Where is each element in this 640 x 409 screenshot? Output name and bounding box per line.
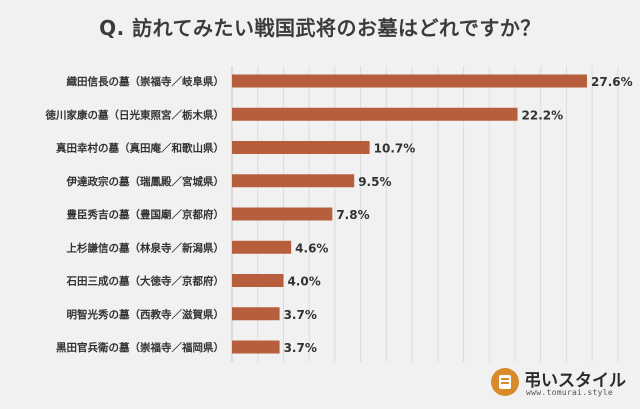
bar (232, 141, 370, 154)
value-label: 4.6% (295, 241, 328, 255)
brand-logo-block: 弔いスタイル www.tomurai.style (490, 365, 630, 401)
lantern-logo-icon (491, 368, 519, 396)
value-label: 9.5% (358, 175, 391, 189)
bar (232, 340, 280, 354)
category-label: 石田三成の墓（大徳寺／京都府） (66, 275, 225, 288)
value-label: 3.7% (284, 308, 317, 322)
bar (232, 107, 518, 121)
category-label: 上杉謙信の墓（林泉寺／新潟県） (67, 241, 225, 254)
value-label: 7.8% (336, 208, 369, 222)
category-label: 伊達政宗の墓（瑞鳳殿／宮城県） (66, 175, 225, 188)
bar (232, 174, 355, 188)
bar (232, 307, 280, 321)
bar (232, 207, 333, 221)
category-label: 徳川家康の墓（日光東照宮／栃木県） (45, 108, 225, 121)
brand-url: www.tomurai.style (526, 388, 613, 397)
chart-title: Q. 訪れてみたい戦国武将のお墓はどれですか？ (99, 16, 541, 40)
bar (232, 240, 292, 254)
value-label: 22.2% (522, 108, 564, 122)
value-label: 27.6% (591, 75, 633, 89)
category-label: 黒田官兵衛の墓（崇福寺／福岡県） (56, 341, 224, 354)
bar (232, 274, 284, 287)
category-label: 真田幸村の墓（真田庵／和歌山県） (56, 142, 224, 155)
value-label: 3.7% (284, 341, 317, 355)
brand-name: 弔いスタイル (524, 371, 626, 391)
category-label: 豊臣秀吉の墓（豊国廟／京都府） (67, 208, 225, 221)
category-label: 織田信長の墓（崇福寺／岐阜県） (67, 75, 225, 88)
value-label: 10.7% (374, 142, 416, 156)
value-label: 4.0% (287, 275, 320, 289)
category-label: 明智光秀の墓（西教寺／滋賀県） (67, 308, 225, 321)
bar (232, 74, 587, 88)
